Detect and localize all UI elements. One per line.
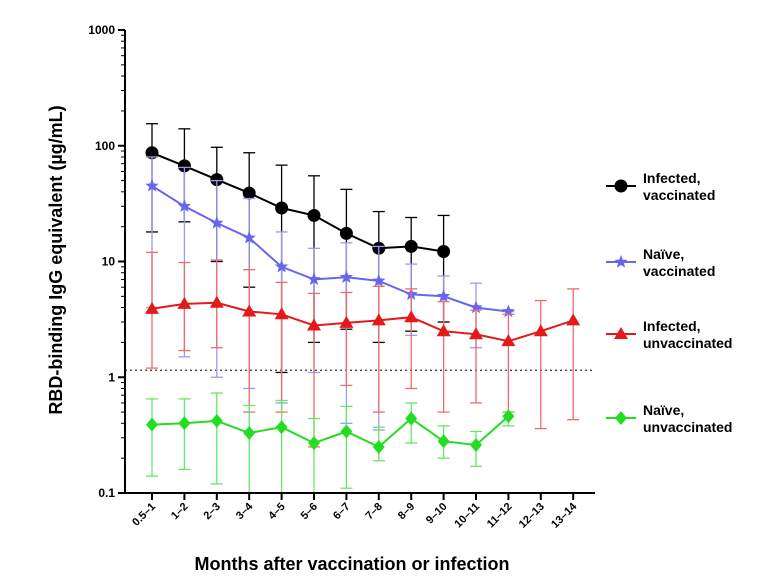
data-point: [308, 436, 320, 451]
series-3: [146, 392, 515, 494]
y-tick-label: 1000: [88, 23, 115, 37]
y-tick-label: 100: [95, 139, 115, 153]
data-point: [470, 437, 482, 452]
data-point: [210, 413, 223, 428]
data-point: [437, 245, 451, 259]
legend-label: Infected,: [643, 170, 701, 186]
series-2: [145, 251, 581, 448]
x-axis-title: Months after vaccination or infection: [194, 554, 509, 574]
data-point: [339, 226, 353, 240]
x-tick-label: 8–9: [396, 501, 417, 522]
x-tick-label: 10–11: [452, 501, 482, 531]
series-line: [151, 151, 444, 253]
x-tick-label: 13–14: [549, 500, 580, 531]
y-tick-label: 0.1: [98, 486, 115, 500]
legend: Infected,vaccinatedNaïve,vaccinatedInfec…: [606, 170, 732, 435]
data-point: [275, 201, 289, 215]
legend-label: Naïve,: [643, 402, 684, 418]
data-point: [307, 272, 321, 286]
data-point: [242, 230, 256, 244]
data-point: [243, 425, 256, 440]
data-point: [501, 304, 516, 318]
data-point: [436, 289, 451, 303]
data-point: [339, 270, 354, 283]
data-point: [274, 259, 289, 273]
x-tick-label: 2–3: [201, 501, 222, 522]
data-point: [307, 318, 321, 331]
data-point: [533, 324, 548, 337]
data-point: [405, 411, 418, 426]
data-point: [339, 315, 354, 328]
data-point: [145, 301, 159, 314]
data-point: [404, 310, 419, 323]
data-point: [469, 300, 483, 314]
legend-marker: [615, 411, 627, 425]
data-point: [275, 420, 288, 435]
x-tick-label: 4–5: [266, 501, 287, 522]
legend-marker: [614, 255, 628, 268]
data-point: [242, 304, 257, 317]
data-point: [404, 239, 418, 253]
data-point: [307, 208, 321, 222]
legend-label: Infected,: [643, 318, 701, 334]
series-line: [151, 415, 510, 449]
data-point: [210, 216, 224, 229]
y-tick-label: 10: [102, 255, 116, 269]
data-point: [146, 417, 158, 432]
data-point: [177, 199, 192, 212]
data-point: [274, 307, 289, 320]
legend-label: unvaccinated: [643, 419, 732, 435]
x-tick-label: 9–10: [424, 501, 450, 527]
x-tick-label: 11–12: [485, 501, 515, 531]
legend-label: Naïve,: [643, 246, 684, 262]
x-tick-label: 0.5–1: [130, 501, 158, 529]
series-1: [145, 156, 516, 431]
legend-item-3: Naïve,unvaccinated: [606, 402, 732, 435]
series-line: [151, 185, 509, 313]
series-line: [151, 301, 574, 343]
data-point: [178, 416, 191, 431]
data-point: [372, 439, 385, 454]
data-point: [501, 334, 516, 347]
data-point: [371, 313, 386, 326]
legend-item-0: Infected,vaccinated: [606, 170, 715, 203]
legend-item-1: Naïve,vaccinated: [606, 246, 715, 279]
legend-marker: [614, 327, 628, 339]
series-0: [145, 123, 451, 374]
x-tick-label: 6–7: [331, 501, 352, 522]
x-tick-label: 12–13: [517, 501, 547, 531]
data-point: [469, 327, 483, 340]
data-point: [437, 434, 450, 449]
data-point: [436, 324, 451, 337]
x-tick-label: 1–2: [169, 501, 190, 522]
data-point: [340, 424, 353, 439]
y-axis-title: RBD-binding IgG equivalent (µg/mL): [46, 105, 66, 414]
data-point: [177, 296, 192, 309]
legend-label: unvaccinated: [643, 335, 732, 351]
legend-label: vaccinated: [643, 263, 715, 279]
legend-label: vaccinated: [643, 187, 715, 203]
data-point: [242, 186, 256, 200]
x-tick-label: 7–8: [363, 501, 384, 522]
x-tick-label: 3–4: [234, 500, 256, 522]
legend-marker: [614, 179, 628, 193]
data-point: [209, 295, 224, 308]
data-point: [372, 273, 386, 287]
x-tick-label: 5–6: [299, 501, 320, 522]
y-tick-label: 1: [108, 370, 115, 384]
data-point: [566, 313, 581, 326]
series-layer: [145, 123, 581, 494]
data-point: [145, 178, 159, 192]
legend-item-2: Infected,unvaccinated: [606, 318, 732, 351]
data-point: [502, 409, 515, 424]
